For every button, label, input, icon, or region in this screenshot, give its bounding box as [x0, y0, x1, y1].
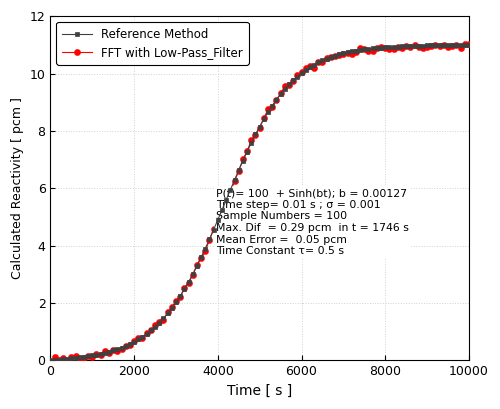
Reference Method [466, 43, 472, 47]
FFT with Low-Pass_Filter [466, 41, 472, 46]
FFT with Low-Pass_Filter [240, 157, 246, 162]
Reference Method [76, 355, 82, 360]
FFT with Low-Pass_Filter [362, 46, 368, 51]
Reference Method [362, 47, 368, 52]
Reference Method [48, 358, 54, 363]
Reference Method [152, 324, 158, 329]
Reference Method [340, 51, 346, 56]
FFT with Low-Pass_Filter [76, 356, 82, 361]
FFT with Low-Pass_Filter [298, 70, 304, 74]
Reference Method [298, 70, 304, 75]
Y-axis label: Calculated Reactivity [ pcm ]: Calculated Reactivity [ pcm ] [11, 97, 24, 279]
FFT with Low-Pass_Filter [48, 360, 54, 364]
FFT with Low-Pass_Filter [152, 322, 158, 327]
Line: Reference Method: Reference Method [48, 43, 472, 363]
Reference Method [240, 158, 246, 163]
FFT with Low-Pass_Filter [340, 52, 346, 57]
X-axis label: Time [ s ]: Time [ s ] [227, 384, 292, 398]
Text: P(t)= 100  + Sinh(bt); b = 0.00127
Time step= 0.01 s ; σ = 0.001
Sample Numbers : P(t)= 100 + Sinh(bt); b = 0.00127 Time s… [216, 188, 408, 256]
Legend: Reference Method, FFT with Low-Pass_Filter: Reference Method, FFT with Low-Pass_Filt… [56, 22, 249, 65]
Line: FFT with Low-Pass_Filter: FFT with Low-Pass_Filter [48, 40, 472, 365]
